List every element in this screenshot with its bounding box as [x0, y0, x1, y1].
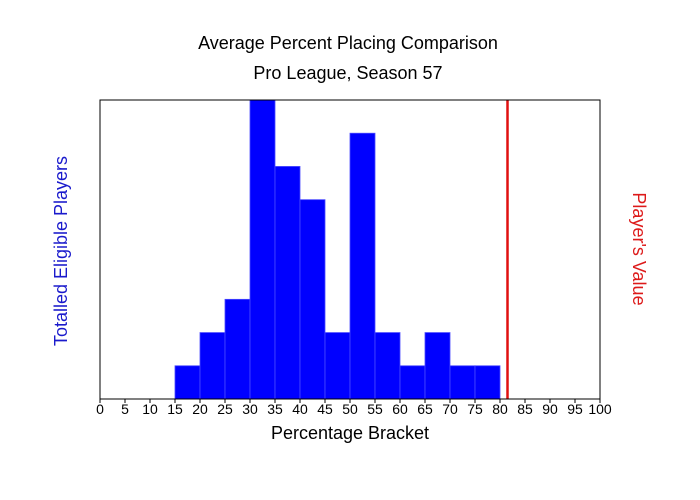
histogram-bar [274, 166, 301, 400]
x-tick-label: 20 [192, 401, 208, 417]
x-tick-label: 0 [96, 401, 104, 417]
chart-title: Average Percent Placing Comparison [198, 33, 498, 53]
x-tick-label: 10 [142, 401, 158, 417]
x-tick-label: 100 [588, 401, 612, 417]
x-tick-label: 70 [442, 401, 458, 417]
y-axis-right-title: Player's Value [629, 192, 649, 305]
bars-group [174, 99, 501, 400]
x-tick-label: 90 [542, 401, 558, 417]
x-tick-label: 85 [517, 401, 533, 417]
histogram-bar [399, 365, 426, 400]
x-axis-ticks: 0 5 10 15 20 25 30 35 40 45 50 55 60 65 70 75 80 85 90 95 10… [96, 399, 612, 417]
x-tick-label: 75 [467, 401, 483, 417]
x-tick-label: 50 [342, 401, 358, 417]
x-tick-label: 80 [492, 401, 508, 417]
histogram-bar [249, 99, 276, 400]
x-tick-label: 15 [167, 401, 183, 417]
x-tick-label: 45 [317, 401, 333, 417]
histogram-bar [299, 199, 326, 400]
x-tick-label: 60 [392, 401, 408, 417]
histogram-bar [424, 332, 451, 400]
histogram-bar [449, 365, 476, 400]
histogram-bar [224, 298, 251, 400]
histogram-bar [349, 132, 376, 400]
x-tick-label: 25 [217, 401, 233, 417]
chart-subtitle: Pro League, Season 57 [253, 63, 442, 83]
x-tick-label: 40 [292, 401, 308, 417]
x-tick-label: 55 [367, 401, 383, 417]
histogram-bar [174, 365, 201, 400]
x-axis-title: Percentage Bracket [271, 423, 429, 443]
x-tick-label: 95 [567, 401, 583, 417]
y-axis-left-title: Totalled Eligible Players [51, 156, 71, 346]
x-tick-label: 5 [121, 401, 129, 417]
x-tick-label: 35 [267, 401, 283, 417]
x-tick-label: 30 [242, 401, 258, 417]
histogram-bar [199, 332, 226, 400]
x-tick-label: 65 [417, 401, 433, 417]
histogram-bar [374, 332, 401, 400]
histogram-bar [324, 332, 351, 400]
histogram-bar [474, 365, 501, 400]
